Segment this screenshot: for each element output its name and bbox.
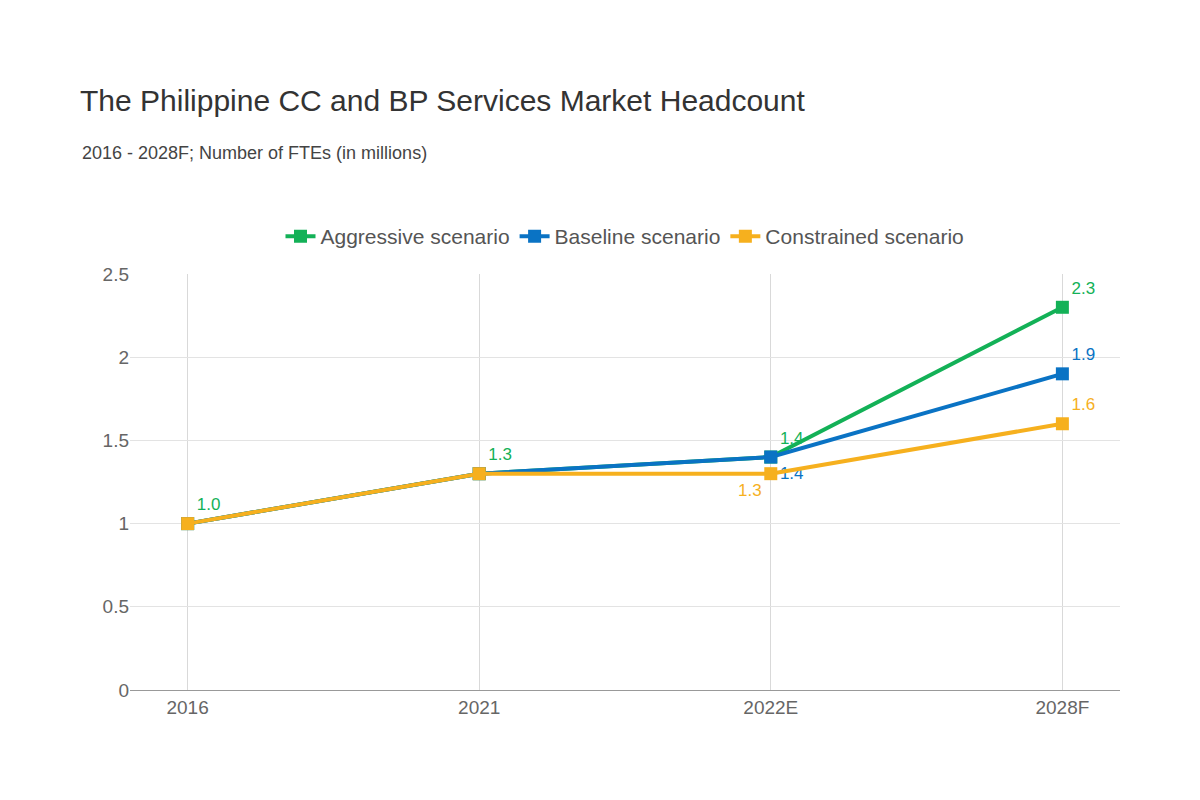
svg-text:Aggressive scenario: Aggressive scenario [321,225,510,248]
svg-text:1.4: 1.4 [780,464,804,483]
svg-text:1.3: 1.3 [488,445,512,464]
svg-text:1.9: 1.9 [1072,345,1096,364]
svg-text:2016 - 2028F; Number of FTEs (: 2016 - 2028F; Number of FTEs (in million… [82,143,427,163]
svg-text:1.5: 1.5 [103,430,129,451]
svg-text:2028F: 2028F [1035,697,1089,718]
svg-text:2.5: 2.5 [103,264,129,285]
svg-text:1.0: 1.0 [197,495,221,514]
svg-text:2: 2 [118,347,129,368]
svg-text:0.5: 0.5 [103,596,129,617]
svg-text:0: 0 [118,680,129,701]
svg-text:1.4: 1.4 [780,429,804,448]
svg-text:1: 1 [118,513,129,534]
svg-text:1.3: 1.3 [738,481,762,500]
svg-text:2016: 2016 [166,697,208,718]
svg-text:Constrained scenario: Constrained scenario [765,225,963,248]
svg-text:1.6: 1.6 [1072,395,1096,414]
svg-text:Baseline scenario: Baseline scenario [555,225,721,248]
svg-text:2021: 2021 [458,697,500,718]
svg-text:The Philippine CC and BP Servi: The Philippine CC and BP Services Market… [80,84,805,117]
svg-text:2022E: 2022E [743,697,798,718]
svg-text:2.3: 2.3 [1072,279,1096,298]
